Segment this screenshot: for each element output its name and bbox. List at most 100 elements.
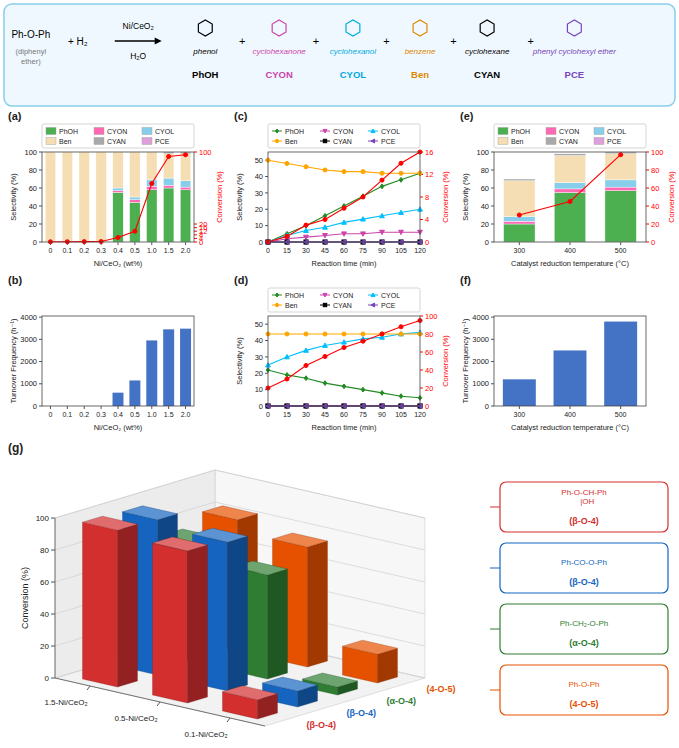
bar-segment	[180, 187, 190, 190]
figure: Ph-O-Ph(diphenylether)+ H₂Ni/CeO₂H₂Ophen…	[0, 0, 679, 748]
legend-swatch	[275, 303, 278, 306]
y2-tick	[646, 152, 649, 153]
bar-segment	[605, 154, 636, 180]
y-tick-label: 0	[485, 238, 489, 247]
y-tick	[491, 406, 494, 407]
y-tick	[265, 356, 268, 357]
panel-3d: (g)020406080100Conversion (%)1.5-Ni/CeO₂…	[8, 441, 668, 739]
product-name: phenol	[192, 47, 217, 56]
y2-tick	[194, 231, 197, 232]
bar-segment	[605, 187, 636, 191]
y-tick-label: 30	[255, 189, 263, 198]
marker	[150, 181, 154, 185]
molecule-icon	[346, 20, 360, 36]
bar-top	[153, 537, 208, 551]
bar-top	[203, 506, 258, 520]
x-tick-label: 105	[395, 411, 407, 418]
y2-tick	[420, 370, 423, 371]
bar	[604, 322, 637, 406]
x-tick-label: 75	[359, 411, 367, 418]
y-tick	[39, 242, 42, 243]
x-tick	[101, 406, 102, 409]
x-tick-label: 30	[302, 247, 310, 254]
y-tick-label: 20	[255, 205, 263, 214]
legend-label: Ben	[285, 138, 298, 145]
legend: PhOHCYONCYOLBenCYANPCE	[42, 124, 194, 148]
y-tick-label: 60	[481, 184, 489, 193]
bar-front	[83, 522, 118, 687]
product-abbreviation: CYOL	[340, 69, 367, 80]
marker	[323, 225, 328, 229]
product-abbreviation: CYON	[265, 69, 293, 80]
bar-segment	[605, 180, 636, 187]
scheme-text: (diphenyl	[16, 47, 47, 56]
structure-name: (4-O-5)	[570, 699, 599, 709]
x-tick-label: 2.0	[181, 411, 191, 418]
y-tick	[491, 206, 494, 207]
y2-tick-label: 8	[425, 193, 429, 202]
y2-tick-label: 0	[425, 238, 429, 247]
x-tick-label: 1.5	[164, 247, 174, 254]
legend-swatch	[46, 138, 56, 145]
structure-text: Ph-O-Ph	[568, 680, 599, 689]
x-axis-label: Reaction time (min)	[311, 423, 377, 432]
marker	[380, 184, 384, 189]
z-tick	[51, 582, 55, 583]
y-tick	[265, 192, 268, 193]
x-tick	[50, 406, 51, 409]
y-tick-label: 0	[259, 402, 263, 411]
plot-frame	[268, 152, 420, 242]
scheme-plus: +	[450, 35, 456, 47]
plot-frame	[42, 152, 194, 242]
x-tick-label: 1.0	[147, 411, 157, 418]
structure-box	[500, 604, 668, 654]
marker	[361, 217, 366, 221]
x-tick-label: 0.1	[62, 247, 72, 254]
molecule-icon	[198, 20, 212, 36]
line	[268, 152, 420, 242]
z-axis	[55, 518, 56, 678]
marker	[361, 232, 366, 236]
x-tick-label: 1.5-Ni/CeO₂	[44, 698, 87, 707]
bar-segment	[96, 152, 106, 242]
legend-label: CYOL	[381, 128, 400, 135]
plot-area	[266, 150, 423, 244]
legend-frame	[494, 124, 646, 148]
panel-title: (c)	[234, 110, 248, 122]
y-tick	[39, 224, 42, 225]
product-abbreviation: PhOH	[192, 69, 219, 80]
bar-segment	[130, 197, 140, 200]
scheme-plus: +	[528, 35, 534, 47]
y-tick	[491, 170, 494, 171]
y-tick	[39, 317, 42, 318]
y-tick-label: 1000	[20, 379, 37, 388]
marker	[323, 343, 328, 347]
x-tick-label: 45	[321, 411, 329, 418]
marker	[568, 199, 572, 203]
y2-tick	[646, 206, 649, 207]
legend: PhOHCYONCYOLBenCYANPCE	[268, 288, 420, 312]
y-tick	[265, 373, 268, 374]
z-tick	[51, 614, 55, 615]
y-tick-label: 0	[33, 238, 37, 247]
legend-label: Ben	[59, 138, 72, 145]
legend-swatch	[371, 293, 375, 297]
x-tick	[151, 406, 152, 409]
marker	[285, 161, 289, 165]
x-axis-label: Catalyst reduction temperature (°C)	[511, 423, 630, 432]
x-tick-label: 0	[266, 247, 270, 254]
y-tick-label: 40	[29, 202, 37, 211]
marker	[517, 213, 521, 217]
bar-side	[188, 545, 208, 703]
structure-line: |OH	[574, 497, 595, 506]
x-tick	[118, 242, 119, 245]
x-tick-label: 0.5	[130, 247, 140, 254]
y-tick-label: 20	[29, 220, 37, 229]
x-tick	[134, 406, 135, 409]
marker	[304, 223, 308, 228]
linkage-label: (4-O-5)	[427, 684, 456, 694]
legend: PhOHCYONCYOLBenCYANPCE	[494, 124, 646, 148]
y2-tick-label: 4	[425, 215, 429, 224]
y-tick-label: 50	[255, 156, 263, 165]
x-tick-label: 0	[48, 247, 52, 254]
